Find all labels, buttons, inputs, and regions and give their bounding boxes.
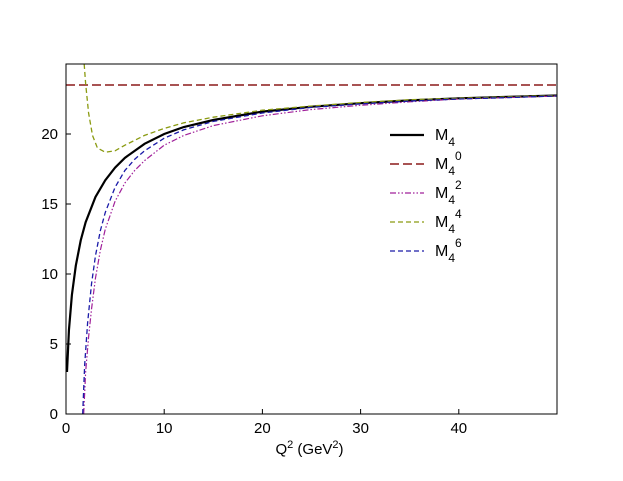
ticks-layer: 0 10 20 30 40 0 5 10 15 20 (41, 126, 467, 437)
x-tick-label: 30 (352, 420, 369, 437)
y-tick-label: 10 (41, 266, 58, 283)
y-tick-label: 20 (41, 126, 58, 143)
curves-layer (66, 64, 557, 414)
y-tick-label: 5 (50, 336, 58, 353)
x-tick-label: 10 (156, 420, 173, 437)
legend-label-2: M42 (435, 178, 462, 207)
legend-label-4: M46 (435, 236, 462, 265)
series-line-2 (83, 95, 557, 414)
legend-label-0: M4 (435, 127, 455, 149)
legend-label-1: M40 (435, 149, 462, 178)
y-tick-label: 0 (50, 406, 58, 423)
x-tick-label: 20 (254, 420, 271, 437)
x-tick-label: 40 (450, 420, 467, 437)
series-line-0 (66, 94, 557, 373)
series-line-4 (82, 95, 557, 414)
x-tick-label: 0 (62, 420, 70, 437)
y-tick-label: 15 (41, 196, 58, 213)
plot-frame (65, 63, 558, 415)
x-axis-label: Q2 (GeV2) (275, 439, 343, 458)
legend-label-3: M44 (435, 207, 462, 236)
